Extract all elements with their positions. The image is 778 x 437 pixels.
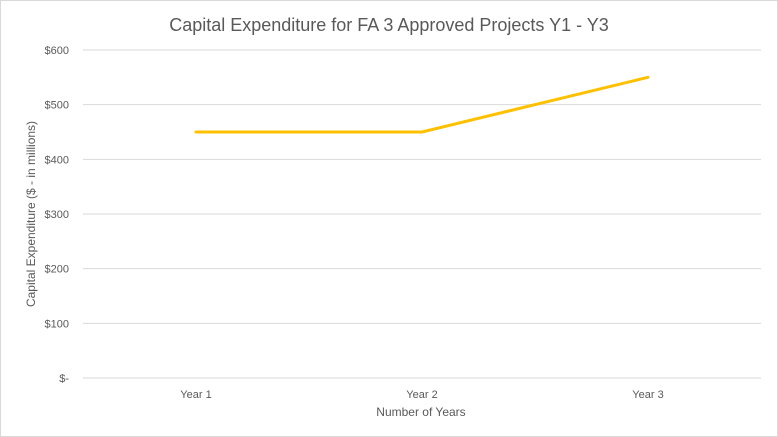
x-tick-label: Year 2 bbox=[406, 389, 437, 401]
x-axis-title: Number of Years bbox=[376, 405, 465, 419]
x-tick-label: Year 3 bbox=[632, 389, 663, 401]
gridlines bbox=[83, 49, 761, 379]
y-tick-label: $400 bbox=[45, 154, 69, 166]
y-tick-label: $200 bbox=[45, 264, 69, 276]
x-tick-label: Year 1 bbox=[180, 389, 211, 401]
chart-title: Capital Expenditure for FA 3 Approved Pr… bbox=[169, 15, 609, 35]
y-axis-title: Capital Expenditure ($ - in millions) bbox=[24, 121, 38, 307]
y-tick-label: $500 bbox=[45, 100, 69, 112]
series-line bbox=[194, 75, 650, 134]
x-tick-labels: Year 1 Year 2 Year 3 bbox=[180, 389, 663, 401]
y-tick-label: $600 bbox=[45, 45, 69, 57]
series-lines bbox=[194, 75, 650, 134]
y-tick-label: $300 bbox=[45, 209, 69, 221]
y-tick-label: $- bbox=[59, 373, 69, 385]
y-tick-labels: $- $100 $200 $300 $400 $500 $600 bbox=[45, 45, 70, 385]
y-tick-label: $100 bbox=[45, 318, 69, 330]
